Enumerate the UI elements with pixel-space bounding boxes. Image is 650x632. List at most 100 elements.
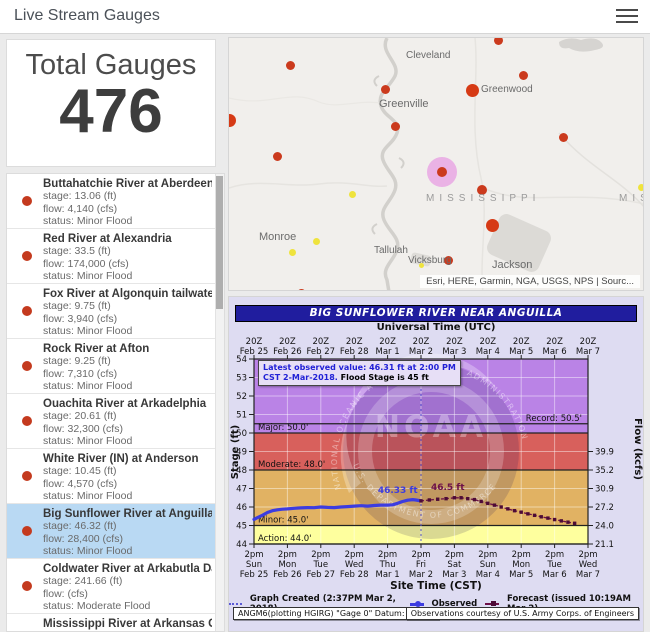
gauge-marker[interactable] [297,289,306,290]
gauge-list-item[interactable]: Big Sunflower River at Anguilla stage: 46… [7,504,216,559]
gauge-marker[interactable] [381,85,390,94]
gauge-list-item[interactable]: Rock River at Afton stage: 9.25 (ft) flow:… [7,339,216,394]
city-label: Tallulah [374,245,408,256]
city-label: Greenwood [481,84,533,95]
legend-created-line-icon [229,603,242,605]
gauge-name: White River (IN) at Anderson [43,453,199,465]
gauge-marker[interactable] [229,114,236,127]
gauge-stage: stage: 241.66 (ft) [43,575,123,587]
map-canvas[interactable]: Cleveland Greenwood Greenville Monroe Tallul… [228,37,644,291]
page-title: Live Stream Gauges [14,7,160,24]
gauge-status-dot [22,581,32,591]
cst-tick-time: 2pm [278,550,297,560]
hydrograph-title: BIG SUNFLOWER RIVER NEAR ANGUILLA [235,305,637,322]
gauge-stage: stage: 9.25 (ft) [43,355,111,367]
gauge-list-item[interactable]: Mississippi River at Arkansas Citystage:… [7,614,216,631]
stage-tick-label: 53 [236,374,247,384]
gauge-list-panel: Buttahatchie River at Aberdeen stage: 13.… [6,173,225,632]
utc-tick-time: 20Z [379,337,396,347]
state-label: MISSISSIPPI [426,193,541,204]
gauge-marker[interactable] [286,61,295,70]
gauge-marker[interactable] [559,133,568,142]
gauge-marker[interactable] [444,256,453,265]
gauge-list-item[interactable]: Fox River at Algonquin tailwater stage: 9… [7,284,216,339]
gauge-marker[interactable] [419,263,424,268]
gauge-name: Rock River at Afton [43,343,150,355]
flow-tick-label: 30.9 [595,485,614,495]
gauge-marker[interactable] [477,185,487,195]
cst-tick-day: Wed [345,560,364,570]
total-gauges-value: 476 [59,77,163,146]
legend-observed-label: Observed [431,599,478,609]
gauge-name: Ouachita River at Arkadelphia [43,398,207,410]
cst-tick-day: Thu [379,560,396,570]
gauge-list-item[interactable]: Buttahatchie River at Aberdeen stage: 13.… [7,174,216,229]
city-label: Greenville [379,98,429,110]
gauge-marker[interactable] [638,184,643,191]
forecast-peak-label: 46.5 ft [431,483,465,493]
stage-tick-label: 48 [236,466,247,476]
gauge-marker[interactable] [273,152,282,161]
cst-tick-date: Feb 26 [273,570,302,580]
stage-tick-label: 52 [236,392,247,402]
gauge-list-item[interactable]: Red River at Alexandria stage: 33.5 (ft) f… [7,229,216,284]
hydrograph-panel: BIG SUNFLOWER RIVER NEAR ANGUILLA Univer… [228,296,644,632]
gauge-marker[interactable] [519,71,528,80]
gauge-marker[interactable] [349,191,356,198]
utc-tick-date: Mar 1 [376,347,400,357]
flow-axis-title: Flow (kcfs) [632,418,643,480]
gauge-list-item[interactable]: Ouachita River at Arkadelphia stage: 20.6… [7,394,216,449]
gauge-marker[interactable] [486,219,499,232]
gauge-name: Mississippi River at Arkansas City [43,618,212,630]
cst-tick-date: Mar 2 [409,570,433,580]
cst-tick-day: Mon [278,560,296,570]
gauge-status-dot [22,416,32,426]
gauge-stage: stage: 9.75 (ft) [43,300,111,312]
cst-tick-day: Mon [512,560,530,570]
legend-observed-icon [409,600,424,607]
total-gauges-widget: Total Gauges 476 [6,39,216,167]
cst-tick-time: 2pm [411,550,430,560]
cst-tick-date: Feb 27 [307,570,336,580]
city-label: Vicksburg [408,255,452,266]
cst-tick-date: Mar 6 [543,570,567,580]
stage-tick-label: 46 [236,503,247,513]
map-attribution: Esri, HERE, Garmin, NGA, USGS, NPS | Sou… [420,275,640,288]
utc-tick-date: Feb 26 [273,347,302,357]
scrollbar-track[interactable] [215,174,224,631]
gauge-name: Red River at Alexandria [43,233,172,245]
svg-text:NOAA: NOAA [375,410,487,445]
gauge-marker[interactable] [494,38,503,45]
gauge-status: status: Minor Flood [43,435,133,447]
annotation-line1: Latest observed value: 46.31 ft at 2:00 … [263,363,456,372]
cst-tick-time: 2pm [545,550,564,560]
gauge-list-item[interactable]: White River (IN) at Anderson stage: 10.45… [7,449,216,504]
flow-tick-label: 21.1 [595,540,614,550]
latest-observed-annotation: Latest observed value: 46.31 ft at 2:00 … [258,360,461,386]
cst-tick-date: Feb 28 [340,570,369,580]
flow-tick-label: 35.2 [595,466,614,476]
cst-tick-date: Mar 1 [376,570,400,580]
gauge-marker[interactable] [289,249,296,256]
stage-tick-label: 45 [236,522,247,532]
utc-tick-time: 20Z [312,337,329,347]
gauge-marker[interactable] [437,167,447,177]
utc-tick-time: 20Z [446,337,463,347]
gauge-marker[interactable] [391,122,400,131]
cst-tick-time: 2pm [378,550,397,560]
utc-tick-time: 20Z [279,337,296,347]
gauge-marker[interactable] [466,84,479,97]
utc-tick-time: 20Z [346,337,363,347]
scrollbar-thumb[interactable] [216,176,223,309]
gauge-list-item[interactable]: Coldwater River at Arkabutla Dam stage: 2… [7,559,216,614]
threshold-label: Minor: 45.0' [258,516,308,526]
observed-value-label: 46.33 ft [378,486,419,496]
hamburger-menu-icon[interactable] [616,9,638,24]
cst-tick-day: Sun [246,560,262,570]
gauge-flow: flow: 32,300 (cfs) [43,422,123,435]
gauge-status: status: Minor Flood [43,325,133,337]
gauge-stage: stage: 13.06 (ft) [43,190,117,202]
gauge-marker[interactable] [313,238,320,245]
utc-tick-date: Mar 5 [509,347,533,357]
